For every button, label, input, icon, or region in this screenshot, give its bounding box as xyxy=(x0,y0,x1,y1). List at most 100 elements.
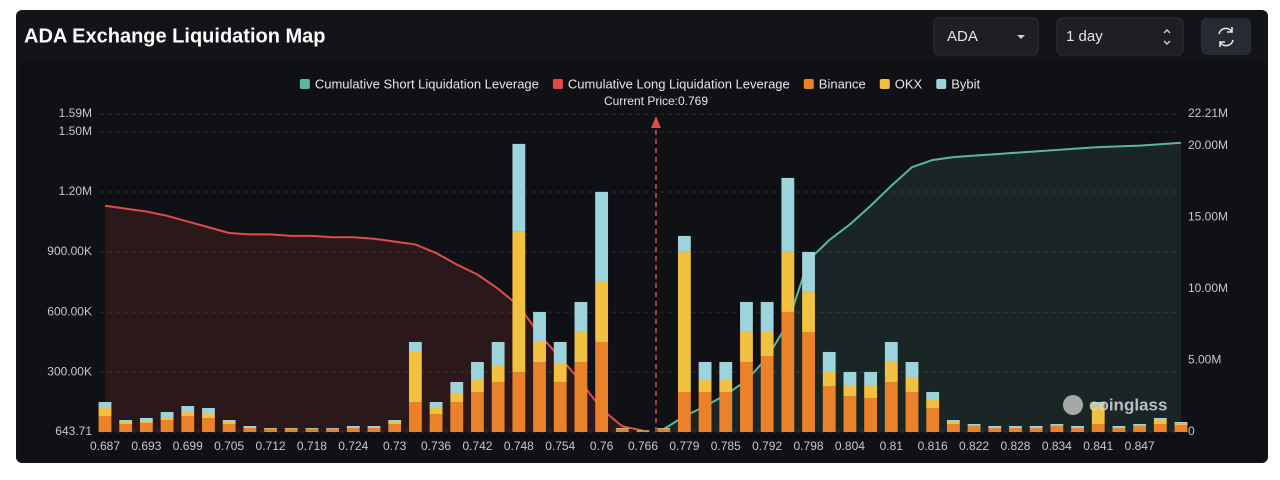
bar xyxy=(906,392,919,432)
bar xyxy=(1009,428,1022,432)
bar xyxy=(761,356,774,432)
bar xyxy=(719,380,732,392)
refresh-button[interactable] xyxy=(1201,18,1251,55)
bar xyxy=(740,332,753,362)
bar xyxy=(823,352,836,372)
bar xyxy=(471,392,484,432)
bar xyxy=(844,386,857,396)
bar xyxy=(885,382,898,432)
bar xyxy=(699,362,712,380)
bar xyxy=(554,364,567,382)
bar xyxy=(202,418,215,432)
bar xyxy=(968,425,981,426)
bar xyxy=(968,426,981,432)
bar xyxy=(678,236,691,252)
bar xyxy=(326,428,339,429)
bar xyxy=(988,428,1001,432)
bar xyxy=(492,382,505,432)
y-tick-label: 600.00K xyxy=(47,304,92,318)
bar xyxy=(802,252,815,292)
bar xyxy=(181,412,194,416)
bar xyxy=(1030,427,1043,428)
bar xyxy=(595,282,608,342)
bar xyxy=(885,342,898,362)
bar xyxy=(699,392,712,432)
bar xyxy=(761,302,774,332)
bar xyxy=(243,428,256,432)
bar xyxy=(285,428,298,429)
bar xyxy=(512,372,525,432)
y2-tick-label: 5.00M xyxy=(1188,353,1221,367)
y-tick-label: 643.71 xyxy=(55,424,92,438)
button-box[interactable] xyxy=(1201,18,1251,55)
bar xyxy=(719,392,732,432)
x-tick-label: 0.785 xyxy=(711,439,741,453)
bar xyxy=(306,429,319,432)
bar xyxy=(99,402,112,408)
legend-label: Bybit xyxy=(951,76,980,91)
bar xyxy=(223,420,236,422)
x-tick-label: 0.736 xyxy=(421,439,451,453)
bar xyxy=(181,406,194,412)
x-tick-label: 0.766 xyxy=(628,439,658,453)
select-value: ADA xyxy=(947,28,978,45)
bar xyxy=(864,398,877,432)
select-value: 1 day xyxy=(1066,28,1103,45)
bar xyxy=(988,426,1001,427)
bar xyxy=(575,362,588,432)
symbol-select[interactable]: ADA xyxy=(934,18,1038,55)
bar xyxy=(181,416,194,432)
bar xyxy=(947,424,960,432)
bar xyxy=(1175,425,1188,432)
bar xyxy=(823,372,836,386)
watermark: coinglass xyxy=(1063,395,1167,415)
x-tick-label: 0.693 xyxy=(131,439,161,453)
interval-select[interactable]: 1 day xyxy=(1057,18,1183,55)
bar xyxy=(844,396,857,432)
x-tick-label: 0.792 xyxy=(752,439,782,453)
bar xyxy=(637,431,650,432)
y2-tick-label: 10.00M xyxy=(1188,281,1228,295)
bar xyxy=(533,342,546,362)
x-tick-label: 0.73 xyxy=(383,439,407,453)
chart-title: ADA Exchange Liquidation Map xyxy=(24,25,326,47)
bar xyxy=(368,426,381,427)
bar xyxy=(554,342,567,364)
bar xyxy=(616,428,629,429)
bar xyxy=(802,332,815,432)
bar xyxy=(347,428,360,432)
bar xyxy=(388,424,401,432)
watermark-icon xyxy=(1063,395,1083,415)
x-tick-label: 0.804 xyxy=(835,439,865,453)
x-tick-label: 0.779 xyxy=(669,439,699,453)
bar xyxy=(450,402,463,432)
x-tick-label: 0.81 xyxy=(880,439,904,453)
x-tick-label: 0.687 xyxy=(90,439,120,453)
bar xyxy=(906,378,919,392)
bar xyxy=(657,428,670,429)
bar xyxy=(140,418,153,421)
bar xyxy=(326,429,339,432)
bar xyxy=(1071,427,1084,428)
bar xyxy=(1154,424,1167,432)
bar xyxy=(512,144,525,232)
x-tick-label: 0.748 xyxy=(504,439,534,453)
annotation: Current Price:0.769 xyxy=(604,94,708,108)
bar xyxy=(1133,426,1146,432)
bar xyxy=(1071,426,1084,427)
bar xyxy=(347,426,360,427)
y2-tick-label: 15.00M xyxy=(1188,209,1228,223)
y-tick-label: 1.20M xyxy=(59,184,92,198)
x-tick-label: 0.822 xyxy=(959,439,989,453)
y-tick-label: 1.59M xyxy=(59,106,92,120)
legend-label: OKX xyxy=(895,76,923,91)
bar xyxy=(1009,427,1022,428)
y-tick-label: 1.50M xyxy=(59,124,92,138)
x-tick-label: 0.724 xyxy=(338,439,368,453)
bar xyxy=(864,372,877,386)
bar xyxy=(140,423,153,432)
bar xyxy=(388,422,401,424)
bar xyxy=(926,400,939,408)
bar xyxy=(864,386,877,398)
